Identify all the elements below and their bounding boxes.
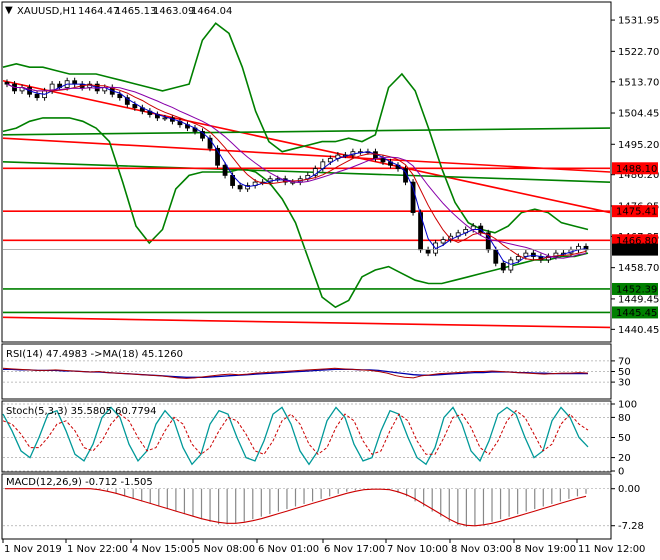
level-label: 1445.45 [616,308,657,319]
rsi-tick-label: 30 [618,378,631,389]
trend-line [2,161,611,183]
stoch-label: Stoch(5,3,3) 35.5805 60.7794 [6,406,157,417]
candle-body [425,249,431,254]
level-label-box [612,306,658,319]
candle-body [132,104,138,109]
price-tick-label: 1495.20 [618,140,659,151]
candle-body [312,168,318,176]
header-arrow-icon: ▼ [5,5,13,16]
level-label-box [612,162,658,175]
time-tick-label: 11 Nov 12:00 [578,544,645,555]
candle-body [237,185,243,190]
open-value: 1464.47 [78,6,119,17]
lower-band-line [2,117,589,309]
stoch-tick-label: 0 [618,467,624,478]
candle-body [530,252,536,257]
time-axis: 1 Nov 2019 1 Nov 22:00 4 Nov 15:00 5 Nov 08… [2,539,645,555]
stoch-tick-label: 20 [618,453,631,464]
macd-tick-label: -7.28 [618,521,644,532]
close-value: 1464.04 [191,6,232,17]
stoch-d-line [2,410,589,456]
price-tick-label: 1449.45 [618,294,659,305]
time-tick-label: 7 Nov 10:00 [387,544,448,555]
current-price-label: 1464.04 [616,245,657,256]
stoch-tick-label: 80 [618,413,631,424]
current-price-box [612,243,658,256]
trend-line [2,316,611,329]
rsi-tick-label: 70 [618,356,631,367]
rsi-tick-label: 50 [618,367,631,378]
candle-body [410,181,416,213]
candle-body [124,97,130,105]
candle-body [500,262,506,271]
candle-body [222,164,228,176]
stoch-panel-frame [1,400,612,473]
level-label-box [612,205,658,218]
candle-body [508,259,514,271]
time-tick-label: 1 Nov 2019 [4,544,62,555]
candle-body [380,158,386,163]
macd-label: MACD(12,26,9) -0.712 -1.505 [6,477,153,488]
level-label-box [612,234,658,247]
macd-plot: 0.00 -7.28 [3,484,644,532]
price-tick-label: 1458.70 [618,263,659,274]
price-tick-label: 1531.95 [618,16,659,27]
upper-band-line [2,22,589,234]
candle-body [34,93,40,99]
high-value: 1465.13 [115,6,156,17]
macd-tick-label: 0.00 [618,484,640,495]
candle-body [207,137,213,149]
candle-body [245,185,251,190]
candle-body [440,239,446,244]
time-tick-label: 5 Nov 08:00 [194,544,255,555]
candle-body [215,147,220,166]
price-tick-label: 1440.45 [618,325,659,336]
candle-body [4,82,10,85]
price-tick-label: 1486.20 [618,170,659,181]
price-tick-label: 1504.45 [618,109,659,120]
ma-mid-line [6,83,587,261]
time-tick-label: 8 Nov 19:00 [515,544,576,555]
symbol-label: XAUUSD,H1 [17,6,76,17]
price-axis: 1531.95 1522.70 1513.70 1504.45 1495.20 1486.… [611,16,659,336]
candle-body [327,158,333,163]
ma-slow-line [6,83,587,259]
stoch-k-line [2,406,589,466]
trend-line [2,137,611,173]
level-label: 1488.10 [616,164,657,175]
stoch-tick-label: 100 [618,400,637,411]
rsi-label: RSI(14) 47.4983 ->MA(18) 45.1260 [6,349,183,360]
time-tick-label: 1 Nov 22:00 [67,544,128,555]
trend-line [2,127,611,136]
level-label: 1475.41 [616,207,657,218]
candle-body [515,256,521,261]
trend-line [2,79,611,214]
candle-body [162,117,168,120]
time-tick-label: 6 Nov 17:00 [324,544,385,555]
stoch-plot: 100 80 50 20 0 [2,400,637,478]
level-label: 1466.80 [616,236,657,247]
level-label-box [612,282,658,295]
candle-body [117,93,123,99]
price-plot [2,22,611,329]
macd-signal-line [5,488,587,527]
price-tick-label: 1513.70 [618,77,659,88]
stoch-tick-label: 50 [618,433,631,444]
level-label: 1452.39 [616,284,657,295]
time-tick-label: 8 Nov 03:00 [451,544,512,555]
low-value: 1463.09 [153,6,194,17]
time-tick-label: 4 Nov 15:00 [132,544,193,555]
time-tick-label: 6 Nov 01:00 [258,544,319,555]
price-tick-label: 1522.70 [618,47,659,58]
rsi-line [2,367,589,379]
